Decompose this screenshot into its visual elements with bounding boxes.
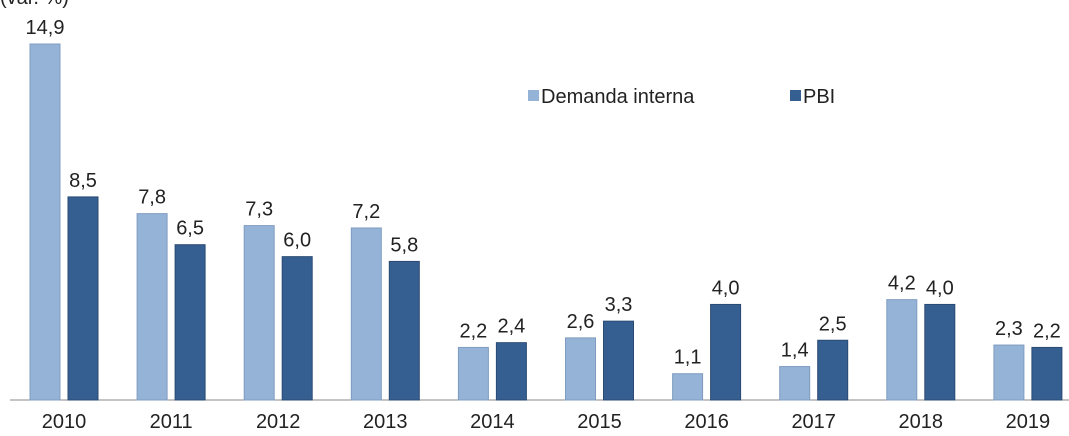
- x-tick-label: 2016: [684, 411, 729, 433]
- value-label: 6,0: [283, 230, 311, 252]
- bar: [672, 373, 704, 401]
- x-tick-label: 2017: [791, 411, 836, 433]
- legend-label: Demanda interna: [541, 86, 695, 108]
- value-label: 2,2: [459, 320, 487, 342]
- bar: [281, 256, 313, 401]
- value-label: 4,0: [926, 277, 954, 299]
- legend-swatch: [528, 90, 539, 101]
- bar: [388, 260, 420, 401]
- value-label: 7,3: [245, 199, 273, 221]
- bar: [495, 342, 527, 401]
- value-label: 2,3: [995, 318, 1023, 340]
- bar: [350, 227, 382, 401]
- legend-label: PBI: [803, 86, 835, 108]
- value-label: 2,2: [1033, 320, 1061, 342]
- x-tick-label: 2019: [1006, 411, 1051, 433]
- x-tick-label: 2010: [42, 411, 87, 433]
- bar: [243, 225, 275, 401]
- x-tick-label: 2013: [363, 411, 408, 433]
- x-tick-label: 2014: [470, 411, 515, 433]
- bar: [174, 244, 206, 401]
- chart-title: (var. %): [0, 0, 69, 9]
- bar: [136, 213, 168, 401]
- value-label: 1,4: [781, 340, 809, 362]
- bar: [779, 366, 811, 401]
- value-label: 6,5: [176, 218, 204, 240]
- value-label: 2,4: [497, 316, 525, 338]
- x-tick-label: 2018: [899, 411, 944, 433]
- value-label: 3,3: [605, 294, 633, 316]
- value-label: 7,8: [138, 187, 166, 209]
- bar: [993, 344, 1025, 401]
- value-label: 5,8: [390, 234, 418, 256]
- bar: [817, 339, 849, 401]
- bar: [29, 43, 61, 401]
- x-tick-label: 2015: [577, 411, 622, 433]
- value-label: 1,1: [674, 347, 702, 369]
- value-label: 2,6: [567, 311, 595, 333]
- value-label: 2,5: [819, 313, 847, 335]
- value-label: 7,2: [352, 201, 380, 223]
- value-label: 4,2: [888, 273, 916, 295]
- bar: [886, 299, 918, 401]
- value-label: 4,0: [712, 277, 740, 299]
- bar: [603, 320, 634, 401]
- value-label: 8,5: [69, 170, 97, 192]
- bar: [67, 196, 99, 401]
- x-tick-label: 2012: [256, 411, 301, 433]
- bar: [710, 303, 742, 401]
- bar: [565, 337, 596, 401]
- x-tick-label: 2011: [150, 411, 193, 433]
- value-label: 14,9: [26, 17, 65, 39]
- bar: [1031, 346, 1063, 401]
- bar: [457, 346, 489, 401]
- bar: [924, 303, 956, 401]
- legend-swatch: [790, 90, 801, 101]
